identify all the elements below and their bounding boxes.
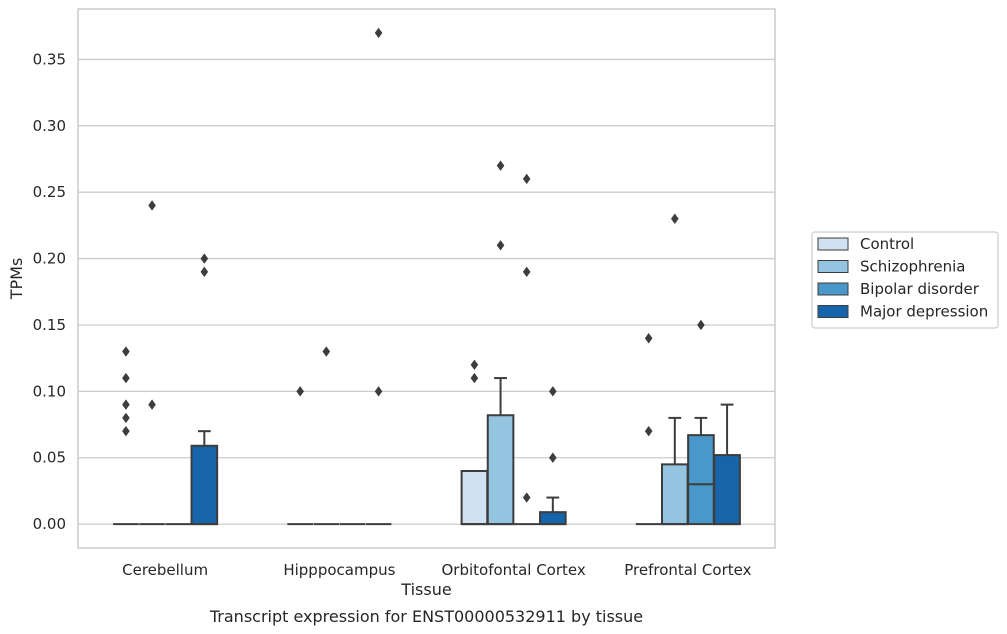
outlier-point xyxy=(470,359,479,370)
y-tick-label: 0.00 xyxy=(33,515,66,533)
box-1-1 xyxy=(313,346,340,526)
outlier-point xyxy=(122,412,130,424)
outlier-point xyxy=(148,200,156,211)
box-3-1 xyxy=(365,27,392,526)
legend-swatch xyxy=(817,237,849,251)
box-3-0 xyxy=(190,253,219,526)
legend-swatch xyxy=(817,305,849,318)
box-1-2 xyxy=(486,160,515,526)
outlier-point xyxy=(671,213,679,224)
y-tick-label: 0.15 xyxy=(33,316,66,334)
box xyxy=(190,444,219,526)
outlier-point xyxy=(148,399,156,410)
outlier-point xyxy=(122,372,130,384)
legend: Control Schizophrenia Bipolar disorder Majo… xyxy=(811,231,999,329)
legend-swatch xyxy=(817,260,849,273)
box-2-3 xyxy=(687,319,715,526)
box xyxy=(687,434,715,526)
outlier-point xyxy=(644,425,653,437)
box-group xyxy=(113,27,741,526)
x-axis-label: Tissue xyxy=(400,580,451,599)
box-2-2 xyxy=(513,173,540,526)
outlier-point xyxy=(200,253,209,264)
outlier-point xyxy=(122,346,130,357)
y-tick-label: 0.20 xyxy=(33,250,66,268)
x-tick-label: Cerebellum xyxy=(122,561,208,579)
legend-label: Major depression xyxy=(860,303,988,321)
y-tick-labels: 0.00 0.05 0.10 0.15 0.20 0.25 0.30 0.35 xyxy=(33,50,66,533)
outlier-point xyxy=(496,240,505,251)
outlier-point xyxy=(522,492,531,503)
legend-label: Schizophrenia xyxy=(860,258,965,276)
outlier-point xyxy=(122,399,130,410)
outlier-point xyxy=(470,372,479,384)
y-tick-label: 0.30 xyxy=(33,117,66,135)
box-3-3 xyxy=(713,403,741,526)
x-tick-label: Hipppocampus xyxy=(283,561,395,579)
box-3-2 xyxy=(539,386,567,526)
legend-swatch xyxy=(817,282,849,296)
outlier-point xyxy=(522,173,531,185)
y-tick-label: 0.35 xyxy=(33,50,66,68)
x-tick-labels: Cerebellum Hipppocampus Orbitofontal Corte… xyxy=(122,561,751,579)
box xyxy=(713,454,741,526)
outlier-point xyxy=(374,386,383,397)
outlier-point xyxy=(549,452,557,463)
gridlines xyxy=(78,58,775,525)
outlier-point xyxy=(374,27,383,39)
outlier-point xyxy=(644,333,653,344)
legend-label: Bipolar disorder xyxy=(860,280,980,298)
y-tick-label: 0.05 xyxy=(33,449,66,467)
outlier-point xyxy=(549,386,557,397)
box-1-3 xyxy=(660,213,689,526)
box-0-1 xyxy=(287,386,313,526)
box-0-3 xyxy=(635,333,662,526)
outlier-point xyxy=(522,266,531,278)
y-axis-label: TPMs xyxy=(7,258,26,301)
box xyxy=(486,414,515,526)
x-tick-label: Orbitofontal Cortex xyxy=(442,561,586,579)
outlier-point xyxy=(697,319,705,331)
box-1-0 xyxy=(139,200,165,526)
legend-label: Control xyxy=(860,235,914,253)
outlier-point xyxy=(496,160,505,171)
outlier-point xyxy=(322,346,331,357)
box xyxy=(660,463,689,526)
y-tick-label: 0.10 xyxy=(33,382,66,400)
chart-caption: Transcript expression for ENST0000053291… xyxy=(209,607,643,626)
box xyxy=(539,511,567,526)
box-0-2 xyxy=(460,359,489,526)
outlier-point xyxy=(296,386,304,397)
box-0-0 xyxy=(113,346,139,526)
outlier-point xyxy=(200,266,209,278)
y-tick-label: 0.25 xyxy=(33,183,66,201)
outlier-point xyxy=(122,425,130,437)
box xyxy=(460,470,489,526)
x-tick-label: Prefrontal Cortex xyxy=(624,561,751,579)
plot-frame xyxy=(77,8,776,549)
legend-frame xyxy=(811,231,999,329)
